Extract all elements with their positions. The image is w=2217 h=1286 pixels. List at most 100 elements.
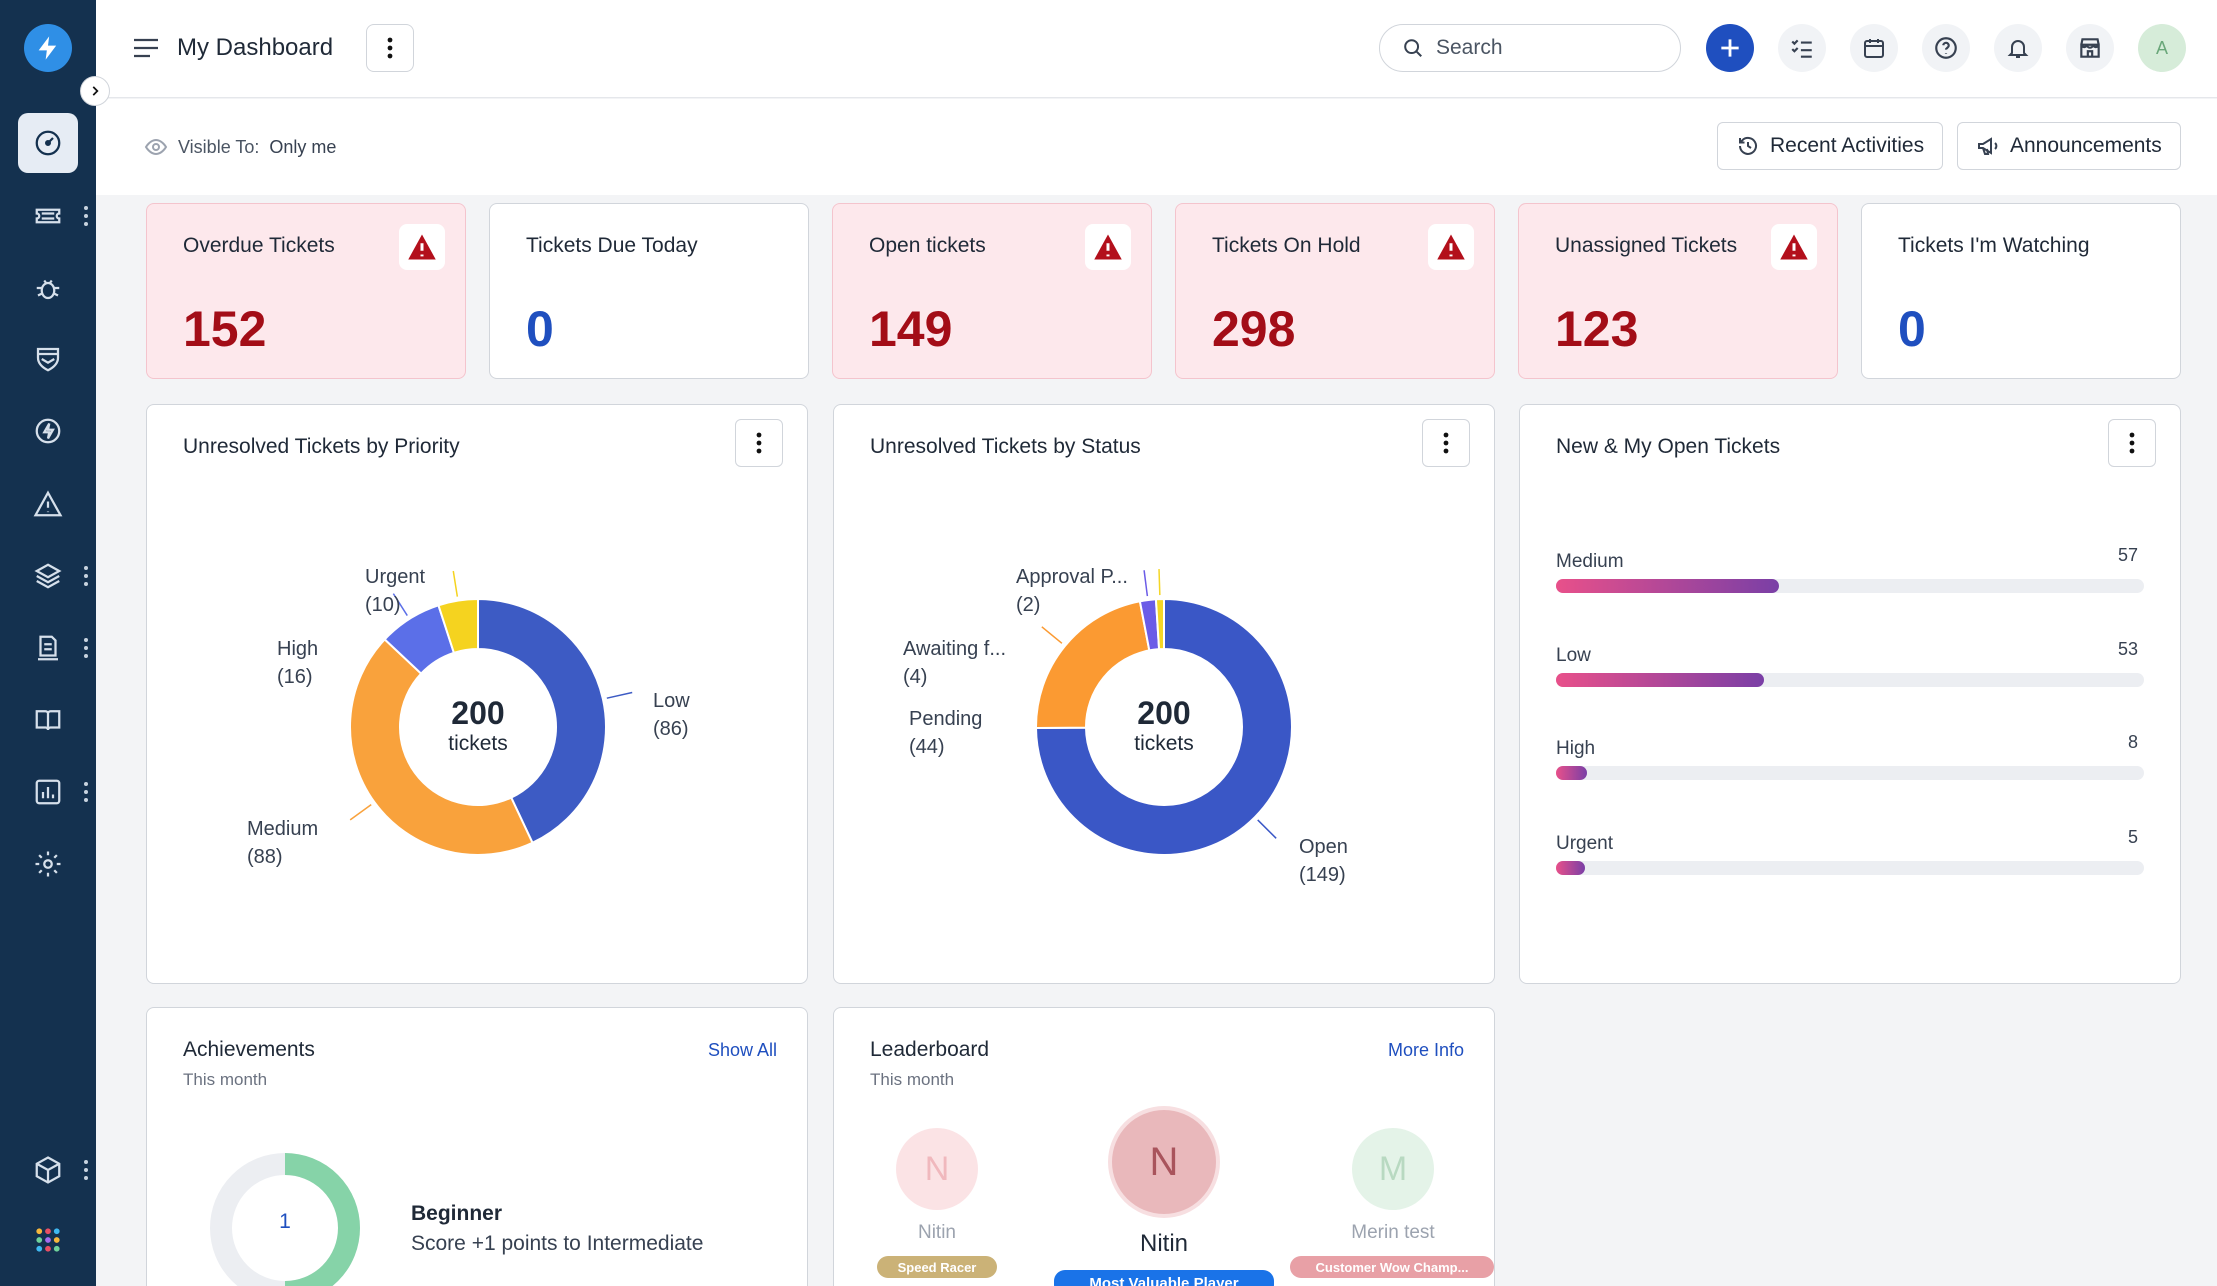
marketplace-button[interactable] (2066, 24, 2114, 72)
leaderboard-name-center: Nitin (1139, 1230, 1188, 1257)
sidebar-item-admin[interactable] (18, 834, 78, 894)
donut-total-label: tickets (1134, 732, 1194, 755)
kpi-overdue-tickets[interactable]: Overdue Tickets 152 (146, 203, 466, 379)
show-all-link[interactable]: Show All (707, 1040, 777, 1060)
announcements-label: Announcements (2010, 134, 2162, 157)
kpi-tickets-watching[interactable]: Tickets I'm Watching 0 (1861, 203, 2181, 379)
kpi-unassigned-tickets[interactable]: Unassigned Tickets 123 (1518, 203, 1838, 379)
sidebar-assets-menu[interactable] (82, 566, 90, 586)
sidebar-item-reports[interactable] (18, 762, 78, 822)
widget-period: This month (183, 1070, 268, 1089)
speedometer-icon (35, 130, 61, 156)
history-icon (1739, 136, 1757, 155)
lightning-icon (38, 36, 57, 60)
sidebar-item-knowledge-base[interactable] (18, 690, 78, 750)
widget-title: Unresolved Tickets by Status (870, 435, 1141, 458)
new-item-button[interactable] (1706, 24, 1754, 72)
sidebar-item-problems[interactable] (18, 258, 78, 318)
eye-icon (144, 138, 168, 156)
donut-slice-approval-p[interactable] (1154, 597, 1165, 651)
kpi-tickets-due-today[interactable]: Tickets Due Today 0 (489, 203, 809, 379)
leaderboard-avatar-left[interactable]: N (896, 1128, 978, 1210)
visibility-value: Only me (269, 136, 337, 157)
bar-fill (1556, 673, 1764, 687)
sidebar-item-dashboard[interactable] (18, 113, 78, 173)
bar-row-low[interactable]: Low 53 (1556, 639, 2144, 687)
sidebar-item-alerts[interactable] (18, 474, 78, 534)
kpi-open-tickets[interactable]: Open tickets 149 (832, 203, 1152, 379)
donut-slice-low[interactable] (477, 597, 607, 845)
recent-activities-button[interactable]: Recent Activities (1717, 122, 1944, 170)
notifications-button[interactable] (1994, 24, 2042, 72)
kpi-title: Unassigned Tickets (1555, 234, 1738, 257)
donut-slice-medium[interactable] (349, 637, 534, 856)
donut-slice-open[interactable] (1034, 597, 1293, 856)
bar-row-high[interactable]: High 8 (1556, 732, 2144, 780)
leaderboard-avatar-right[interactable]: M (1352, 1128, 1434, 1210)
bar-row-urgent[interactable]: Urgent 5 (1556, 827, 2144, 875)
kpi-tickets-on-hold[interactable]: Tickets On Hold 298 (1175, 203, 1495, 379)
sidebar-item-product-switcher[interactable] (18, 1210, 78, 1270)
bar-label: High (1556, 738, 1596, 759)
help-button[interactable] (1922, 24, 1970, 72)
widget-options-button[interactable] (735, 419, 783, 467)
more-info-link[interactable]: More Info (1387, 1040, 1464, 1060)
shield-icon (36, 347, 60, 372)
dashboard-options-button[interactable] (366, 24, 414, 72)
sidebar-item-changes[interactable] (18, 329, 78, 389)
widget-options-button[interactable] (2108, 419, 2156, 467)
alert-badge (399, 224, 445, 270)
user-avatar[interactable]: A (2138, 24, 2186, 72)
leader-line (452, 570, 459, 597)
leaderboard-name-right: Merin test (1351, 1222, 1435, 1243)
kpi-value: 0 (1898, 301, 1926, 357)
cube-icon (35, 1156, 61, 1184)
layers-icon (34, 563, 62, 589)
widget-options-button[interactable] (1422, 419, 1470, 467)
achievement-description: Score +1 points to Intermediate (411, 1232, 704, 1255)
sidebar-item-releases[interactable] (18, 401, 78, 461)
widget-title: New & My Open Tickets (1556, 435, 1781, 458)
widget-achievements: Achievements This month Show All 1 Begin… (146, 1007, 808, 1286)
todo-button[interactable] (1778, 24, 1826, 72)
search-box[interactable] (1379, 24, 1681, 72)
sidebar-item-apps[interactable] (18, 1140, 78, 1200)
sidebar-reports-menu[interactable] (82, 782, 90, 802)
app-logo[interactable] (24, 24, 72, 72)
menu-toggle-button[interactable] (132, 36, 160, 65)
slice-label-high: High (16) (277, 638, 319, 688)
bar-value: 53 (2117, 639, 2138, 659)
warning-icon (1094, 234, 1122, 260)
megaphone-icon (1978, 137, 1998, 155)
bar-row-medium[interactable]: Medium 57 (1556, 545, 2144, 593)
calendar-button[interactable] (1850, 24, 1898, 72)
sidebar-tickets-menu[interactable] (82, 206, 90, 226)
priority-donut-chart[interactable] (147, 405, 808, 984)
bar-label: Urgent (1556, 833, 1614, 854)
kpi-value: 152 (183, 301, 267, 357)
announcements-button[interactable]: Announcements (1957, 122, 2181, 170)
kpi-title: Tickets Due Today (526, 234, 698, 257)
warning-icon (1780, 234, 1808, 260)
sidebar-expand-button[interactable] (80, 76, 110, 106)
leaderboard-avatar-center[interactable]: N (1112, 1110, 1216, 1214)
grid-dots-icon (36, 1228, 60, 1252)
search-input[interactable] (1436, 36, 1666, 60)
donut-slice-urgent[interactable] (437, 597, 479, 655)
kebab-icon (1443, 432, 1449, 454)
status-donut-chart[interactable] (834, 405, 1495, 984)
sidebar-item-tickets[interactable] (18, 186, 78, 246)
kpi-title: Tickets On Hold (1212, 234, 1361, 257)
bar-track (1556, 673, 2144, 687)
sidebar-item-assets[interactable] (18, 546, 78, 606)
widget-leaderboard: Leaderboard This month More Info N Nitin… (833, 1007, 1495, 1286)
sidebar-apps-menu[interactable] (82, 1160, 90, 1180)
sidebar-item-contracts[interactable] (18, 618, 78, 678)
bar-chart-icon (35, 779, 61, 805)
sidebar-contracts-menu[interactable] (82, 638, 90, 658)
donut-total: 200 (1137, 695, 1191, 731)
bar-fill (1556, 861, 1586, 875)
widget-tickets-by-status: Unresolved Tickets by Status 200 tickets… (833, 404, 1495, 984)
leader-line (1158, 569, 1161, 596)
bar-value: 5 (2127, 827, 2138, 847)
